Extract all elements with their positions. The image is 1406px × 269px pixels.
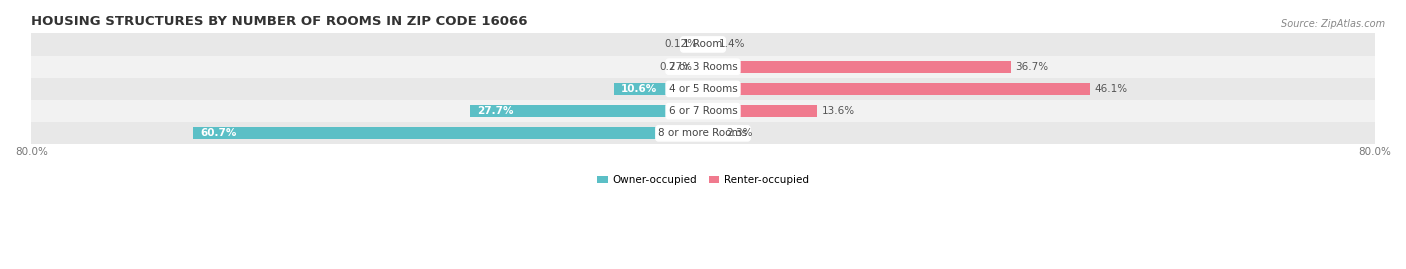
Bar (703, 61, 1011, 73)
Text: 46.1%: 46.1% (1094, 84, 1128, 94)
Text: 8 or more Rooms: 8 or more Rooms (658, 128, 748, 138)
Bar (31, 56, 1375, 78)
Bar (31, 78, 1375, 100)
Bar (471, 105, 703, 117)
Text: 0.12%: 0.12% (665, 40, 697, 49)
Text: 2 or 3 Rooms: 2 or 3 Rooms (669, 62, 737, 72)
Text: 1 Room: 1 Room (683, 40, 723, 49)
Bar (194, 127, 703, 140)
Bar (614, 83, 703, 95)
Bar (703, 127, 723, 140)
Bar (31, 122, 1375, 144)
Text: 60.7%: 60.7% (200, 128, 236, 138)
Text: 10.6%: 10.6% (620, 84, 657, 94)
Text: 0.77%: 0.77% (659, 62, 692, 72)
Bar (703, 105, 817, 117)
Bar (31, 100, 1375, 122)
Text: HOUSING STRUCTURES BY NUMBER OF ROOMS IN ZIP CODE 16066: HOUSING STRUCTURES BY NUMBER OF ROOMS IN… (31, 15, 527, 28)
Bar (696, 61, 703, 73)
Bar (703, 38, 714, 51)
Text: 36.7%: 36.7% (1015, 62, 1049, 72)
Text: 4 or 5 Rooms: 4 or 5 Rooms (669, 84, 737, 94)
Text: 13.6%: 13.6% (821, 106, 855, 116)
Legend: Owner-occupied, Renter-occupied: Owner-occupied, Renter-occupied (593, 171, 813, 189)
Text: 6 or 7 Rooms: 6 or 7 Rooms (669, 106, 737, 116)
Bar (703, 83, 1090, 95)
Text: 2.3%: 2.3% (727, 128, 754, 138)
Text: 1.4%: 1.4% (718, 40, 745, 49)
Text: 27.7%: 27.7% (477, 106, 513, 116)
Bar (31, 33, 1375, 56)
Text: Source: ZipAtlas.com: Source: ZipAtlas.com (1281, 19, 1385, 29)
